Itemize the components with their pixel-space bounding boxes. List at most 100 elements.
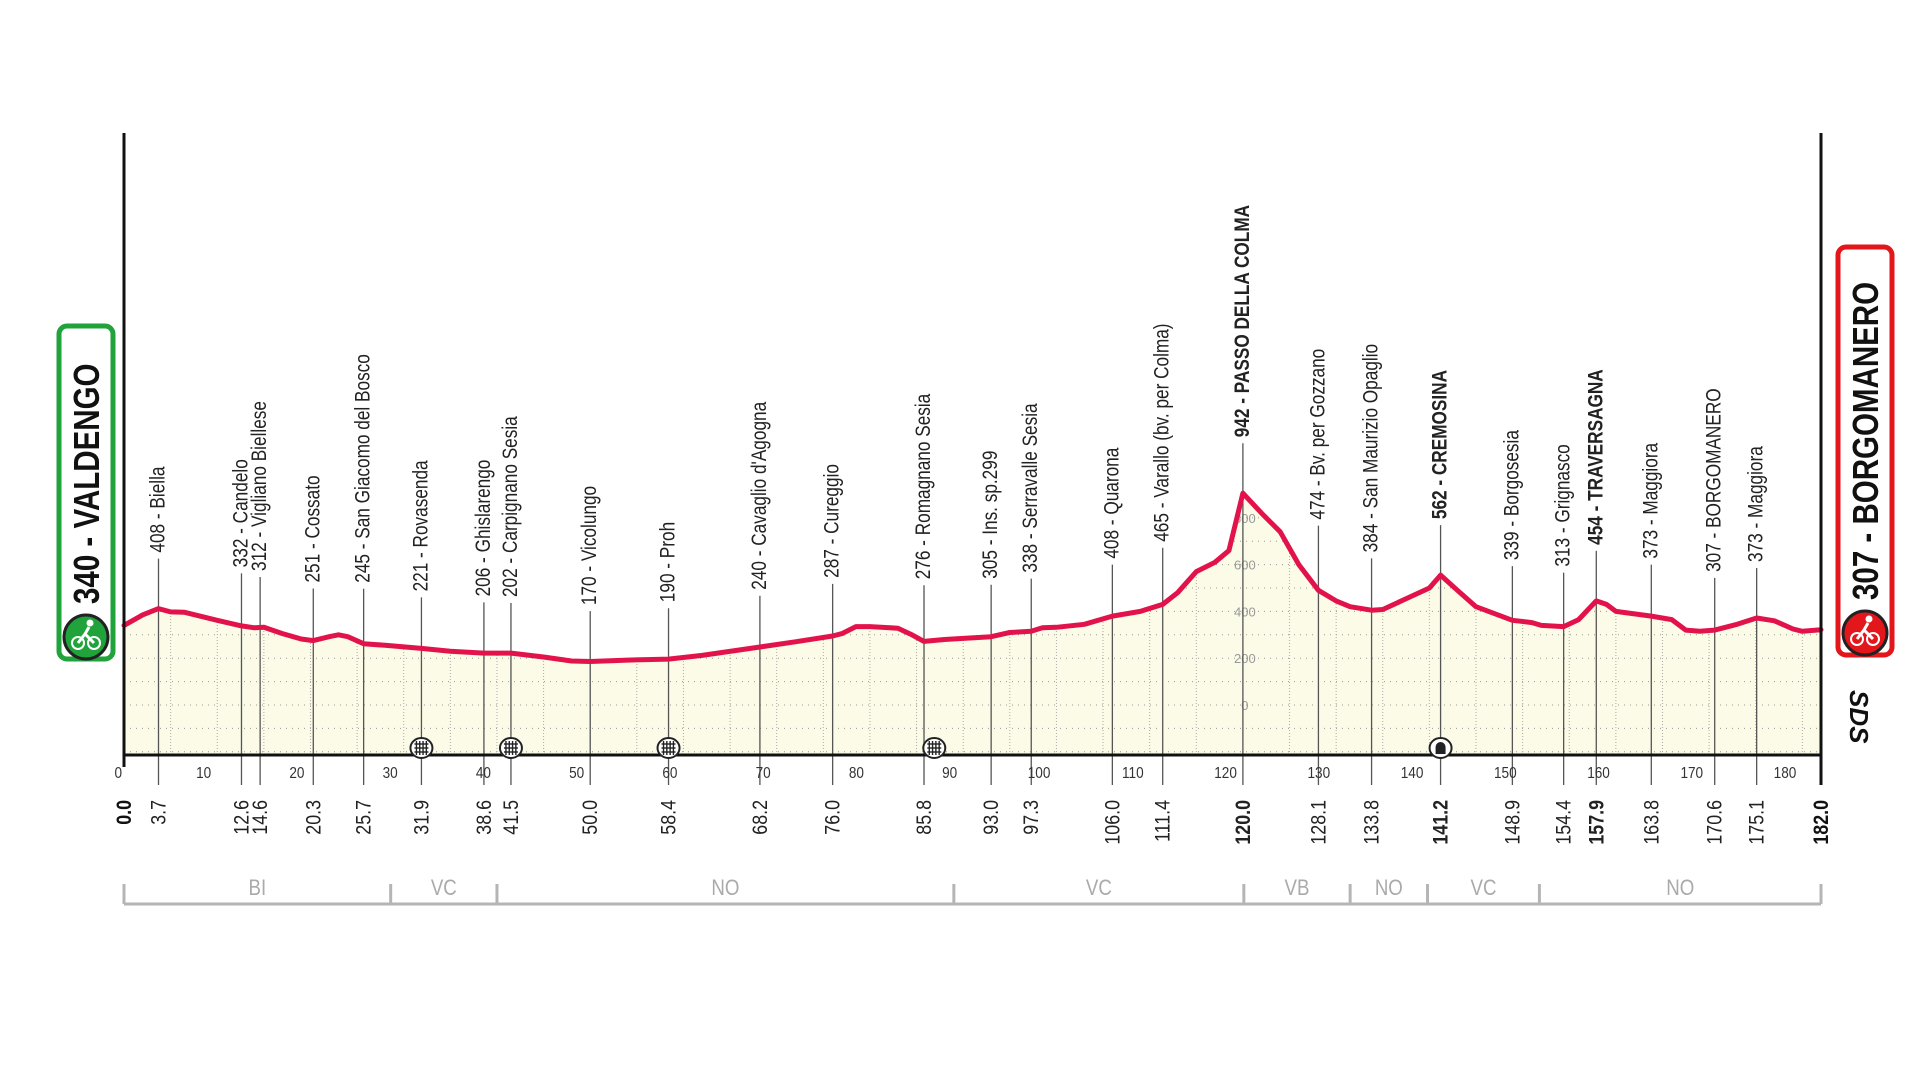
y-tick-label: 0 — [1241, 698, 1248, 713]
waypoint-label: 562 - CREMOSINA — [1429, 370, 1452, 519]
x-tick-label: 120 — [1214, 765, 1237, 782]
railway-crossing-icon — [922, 737, 947, 759]
waypoint-km-label: 76.0 — [821, 800, 845, 835]
region-label: VC — [1470, 877, 1496, 901]
sds-logo: SDS — [1844, 690, 1874, 744]
x-tick-label: 130 — [1307, 765, 1330, 782]
waypoint-km-label: 163.8 — [1640, 800, 1664, 845]
railway-crossing-icon — [498, 737, 523, 759]
waypoint-label: 240 - Cavaglio d'Agogna — [748, 402, 771, 590]
waypoint-km-label: 120.0 — [1232, 800, 1256, 845]
waypoint-km-label: 41.5 — [500, 800, 524, 835]
cyclist-body — [1855, 622, 1875, 641]
x-tick-label: 20 — [289, 765, 304, 782]
tunnel-shape — [1435, 742, 1446, 754]
waypoint-km-label: 148.9 — [1501, 800, 1525, 845]
waypoint-km-label: 38.6 — [473, 800, 497, 835]
cyclist-wheel — [1866, 632, 1880, 646]
x-tick-label: 70 — [756, 765, 771, 782]
waypoint-label: 245 - San Giacomo del Bosco — [352, 354, 375, 583]
waypoint-km-label: 3.7 — [147, 800, 171, 825]
elevation-line — [121, 490, 1824, 664]
region-label: NO — [711, 877, 739, 901]
x-tick-label: 0 — [114, 765, 122, 782]
waypoint-label: 170 - Vicolungo — [579, 486, 602, 605]
x-tick-label: 90 — [942, 765, 957, 782]
region-label: VB — [1285, 877, 1310, 901]
waypoint-label: 384 - San Maurizio Opaglio — [1360, 344, 1383, 553]
elevation-area — [124, 493, 1821, 755]
start-badge-label: 340 - VALDENGO — [66, 364, 106, 604]
y-tick-label: 200 — [1234, 651, 1256, 666]
x-tick-label: 140 — [1401, 765, 1424, 782]
x-tick-label: 10 — [196, 765, 211, 782]
x-tick-label: 160 — [1587, 765, 1610, 782]
waypoint-km-label: 175.1 — [1745, 800, 1769, 845]
waypoint-km-label: 85.8 — [913, 800, 937, 835]
waypoint-label: 312 - Vigliano Biellese — [249, 401, 272, 571]
waypoint-label: 202 - Carpignano Sesia — [499, 416, 522, 597]
region-label: VC — [431, 877, 457, 901]
waypoint-label: 251 - Cossato — [302, 475, 325, 582]
waypoint-label: 408 - Biella — [147, 466, 170, 552]
cyclist-body — [76, 626, 96, 645]
x-tick-label: 170 — [1680, 765, 1703, 782]
region-label: BI — [249, 877, 267, 901]
cyclist-wheel — [87, 636, 101, 650]
region-label: NO — [1666, 877, 1694, 901]
finish-badge: 307 - BORGOMANERO — [1835, 244, 1895, 658]
y-tick-label: 600 — [1234, 558, 1256, 573]
waypoint-label: 332 - Candelo — [230, 459, 253, 567]
waypoint-label: 373 - Maggiora — [1745, 446, 1768, 562]
x-tick-label: 180 — [1774, 765, 1797, 782]
waypoint-km-label: 50.0 — [579, 800, 603, 835]
waypoint-km-label: 20.3 — [302, 800, 326, 835]
railway-crossing-icon — [656, 737, 681, 759]
waypoint-km-label: 170.6 — [1703, 800, 1727, 845]
waypoint-label: 373 - Maggiora — [1640, 443, 1663, 559]
start-km-label: 0.0 — [113, 800, 137, 825]
region-label: VC — [1086, 877, 1112, 901]
waypoint-label: 190 - Proh — [657, 522, 680, 602]
waypoint-km-label: 25.7 — [352, 800, 376, 835]
finish-km-label: 182.0 — [1810, 800, 1834, 845]
waypoint-km-label: 133.8 — [1360, 800, 1384, 845]
x-tick-label: 150 — [1494, 765, 1517, 782]
waypoint-km-label: 97.3 — [1020, 800, 1044, 835]
waypoint-label: 221 - Rovasenda — [410, 460, 433, 591]
cyclist-head — [1865, 615, 1873, 623]
waypoint-label: 307 - BORGOMANERO — [1703, 388, 1726, 572]
waypoint-label: 313 - Grignasco — [1552, 444, 1575, 566]
x-tick-label: 60 — [662, 765, 677, 782]
waypoint-km-label: 111.4 — [1151, 800, 1175, 842]
waypoint-km-label: 14.6 — [249, 800, 273, 835]
waypoint-label: 465 - Varallo (bv. per Colma) — [1151, 323, 1174, 541]
waypoint-label: 339 - Borgosesia — [1501, 430, 1524, 560]
waypoint-label: 206 - Ghislarengo — [472, 460, 495, 597]
x-tick-label: 50 — [569, 765, 584, 782]
waypoint-label: 287 - Cureggio — [821, 464, 844, 578]
waypoint-km-label: 68.2 — [749, 800, 773, 835]
waypoint-km-label: 154.4 — [1552, 800, 1576, 845]
cyclist-head — [86, 619, 94, 627]
start-badge: 340 - VALDENGO — [56, 323, 116, 662]
y-tick-label: 400 — [1234, 604, 1256, 619]
waypoint-km-label: 12.6 — [230, 800, 254, 835]
x-tick-label: 80 — [849, 765, 864, 782]
waypoint-label: 474 - Bv. per Gozzano — [1307, 349, 1330, 520]
x-tick-label: 30 — [383, 765, 398, 782]
waypoint-label: 276 - Romagnano Sesia — [913, 393, 936, 579]
cyclist-wheel — [71, 636, 85, 650]
cyclist-wheel — [1850, 632, 1864, 646]
waypoint-km-label: 157.9 — [1585, 800, 1609, 845]
region-label: NO — [1375, 877, 1403, 901]
waypoint-label: 454 - TRAVERSAGNA — [1585, 369, 1608, 545]
waypoint-km-label: 93.0 — [980, 800, 1004, 835]
x-tick-label: 100 — [1028, 765, 1051, 782]
x-tick-label: 40 — [476, 765, 491, 782]
waypoint-label: 338 - Serravalle Sesia — [1020, 403, 1043, 573]
waypoint-km-label: 128.1 — [1307, 800, 1331, 845]
finish-badge-label: 307 - BORGOMANERO — [1845, 282, 1885, 600]
waypoint-km-label: 106.0 — [1101, 800, 1125, 845]
